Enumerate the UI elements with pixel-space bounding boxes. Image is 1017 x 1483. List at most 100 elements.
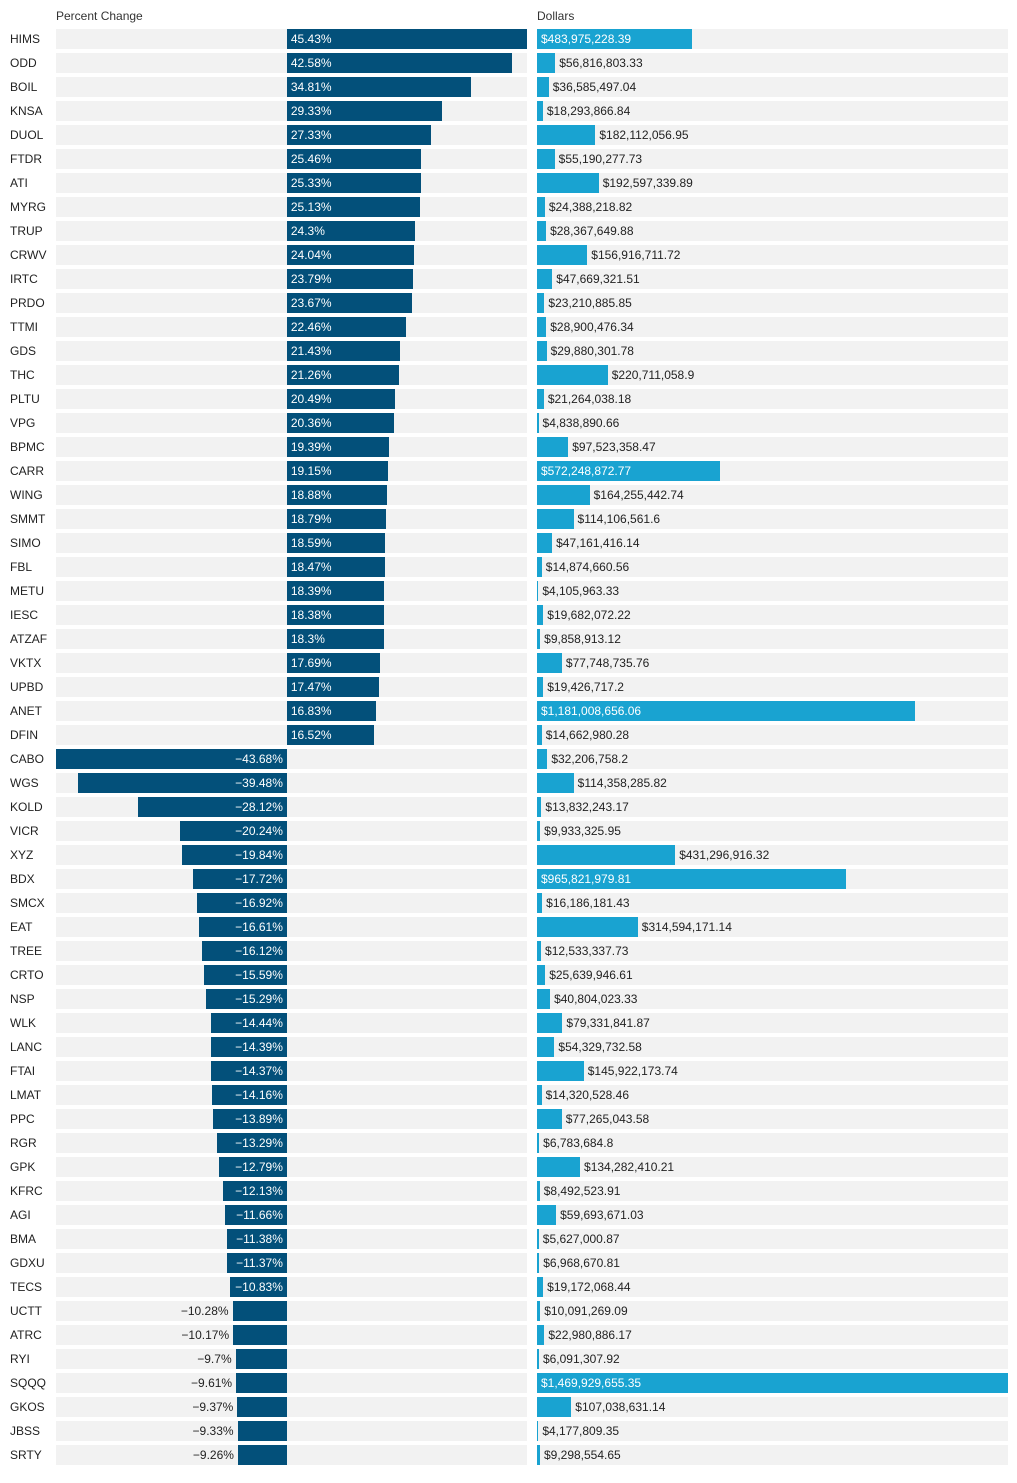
percent-bar [201, 941, 287, 961]
dollars-label: $55,190,277.73 [558, 152, 643, 166]
ticker-label: TREE [10, 944, 43, 958]
percent-label: 18.59% [290, 536, 332, 550]
chart-row: GKOS −9.37% $107,038,631.14 [0, 1397, 1017, 1421]
percent-bar [286, 101, 442, 121]
dollars-bar [537, 1157, 581, 1177]
percent-label: −43.68% [235, 752, 283, 766]
dollars-row-background [537, 1301, 1008, 1321]
percent-column-header: Percent Change [56, 9, 143, 23]
chart-row: VKTX 17.69% $77,748,735.76 [0, 653, 1017, 677]
percent-label: −12.79% [235, 1160, 283, 1174]
chart-row: LMAT −14.16% $14,320,528.46 [0, 1085, 1017, 1109]
percent-label: −9.26% [192, 1448, 234, 1462]
percent-bar [286, 197, 420, 217]
dollars-bar [537, 1085, 542, 1105]
dollars-label: $28,367,649.88 [550, 224, 634, 238]
ticker-label: NSP [10, 992, 35, 1006]
dollars-row-background [537, 221, 1008, 241]
ticker-label: TRUP [10, 224, 43, 238]
percent-label: 18.47% [290, 560, 332, 574]
dollars-label: $965,821,979.81 [541, 872, 632, 886]
dollars-label: $14,662,980.28 [545, 728, 630, 742]
percent-label: −15.59% [235, 968, 283, 982]
dollars-bar [537, 773, 574, 793]
percent-bar [233, 1325, 287, 1345]
dollars-bar [537, 173, 599, 193]
dollars-bar [537, 917, 638, 937]
dollars-row-background [537, 1157, 1008, 1177]
ticker-label: JBSS [10, 1424, 41, 1438]
percent-label: 24.04% [290, 248, 332, 262]
chart-row: RGR −13.29% $6,783,684.8 [0, 1133, 1017, 1157]
chart-row: ATI 25.33% $192,597,339.89 [0, 173, 1017, 197]
percent-bar [286, 173, 421, 193]
ticker-label: CRTO [10, 968, 44, 982]
dollars-label: $114,358,285.82 [577, 776, 667, 790]
percent-label: 29.33% [290, 104, 332, 118]
dollars-label: $114,106,561.6 [577, 512, 661, 526]
dollars-label: $77,748,735.76 [565, 656, 650, 670]
dollars-row-background [537, 1325, 1008, 1345]
ticker-label: BPMC [10, 440, 45, 454]
dollars-bar [537, 53, 556, 73]
ticker-label: DUOL [10, 128, 44, 142]
percent-bar [286, 509, 387, 529]
dollars-bar [537, 725, 542, 745]
dollars-label: $182,112,056.95 [599, 128, 689, 142]
chart-row: ODD 42.58% $56,816,803.33 [0, 53, 1017, 77]
percent-label: 16.52% [290, 728, 332, 742]
percent-bar [286, 125, 432, 145]
percent-label: −16.12% [235, 944, 283, 958]
dollars-row-background [537, 77, 1008, 97]
dollars-label: $32,206,758.2 [551, 752, 629, 766]
percent-bar [222, 1181, 287, 1201]
dollars-row-background [537, 989, 1008, 1009]
dollars-label: $145,922,173.74 [587, 1064, 678, 1078]
dollars-bar [537, 797, 542, 817]
percent-bar [286, 149, 422, 169]
ticker-label: KOLD [10, 800, 43, 814]
dollars-row-background [537, 293, 1008, 313]
dollars-row-background [537, 773, 1008, 793]
chart-row: IRTC 23.79% $47,669,321.51 [0, 269, 1017, 293]
dollars-row-background [537, 797, 1008, 817]
ticker-label: CABO [10, 752, 45, 766]
percent-label: −39.48% [235, 776, 283, 790]
ticker-label: FTAI [10, 1064, 36, 1078]
percent-row-background [56, 1397, 527, 1417]
percent-row-background [56, 1349, 527, 1369]
chart-row: WGS −39.48% $114,358,285.82 [0, 773, 1017, 797]
ticker-label: PPC [10, 1112, 35, 1126]
dollars-label: $24,388,218.82 [548, 200, 633, 214]
dollars-bar [537, 821, 541, 841]
dollars-label: $6,968,670.81 [543, 1256, 620, 1270]
percent-label: −19.84% [235, 848, 283, 862]
ticker-label: IESC [10, 608, 39, 622]
percent-row-background [56, 965, 527, 985]
dollars-label: $23,210,885.85 [548, 296, 632, 310]
percent-bar [56, 749, 287, 769]
chart-row: KOLD −28.12% $13,832,243.17 [0, 797, 1017, 821]
percent-label: 17.69% [290, 656, 332, 670]
dollars-bar [537, 149, 555, 169]
dollars-bar [537, 341, 547, 361]
percent-bar [286, 677, 380, 697]
dollars-row-background [537, 581, 1008, 601]
chart-row: PLTU 20.49% $21,264,038.18 [0, 389, 1017, 413]
dollars-row-background [537, 365, 1008, 385]
ticker-label: KFRC [10, 1184, 43, 1198]
percent-label: −14.39% [235, 1040, 283, 1054]
chart-row: EAT −16.61% $314,594,171.14 [0, 917, 1017, 941]
percent-bar [236, 1373, 287, 1393]
percent-row-background [56, 1421, 527, 1441]
percent-label: 19.39% [290, 440, 332, 454]
dollars-bar [537, 197, 545, 217]
dollars-row-background [537, 1085, 1008, 1105]
percent-bar [197, 893, 287, 913]
dollars-row-background [537, 1421, 1008, 1441]
percent-label: 20.36% [290, 416, 332, 430]
percent-bar [229, 1277, 287, 1297]
percent-bar [219, 1157, 287, 1177]
dollars-bar [537, 1253, 540, 1273]
percent-label: −13.29% [235, 1136, 283, 1150]
